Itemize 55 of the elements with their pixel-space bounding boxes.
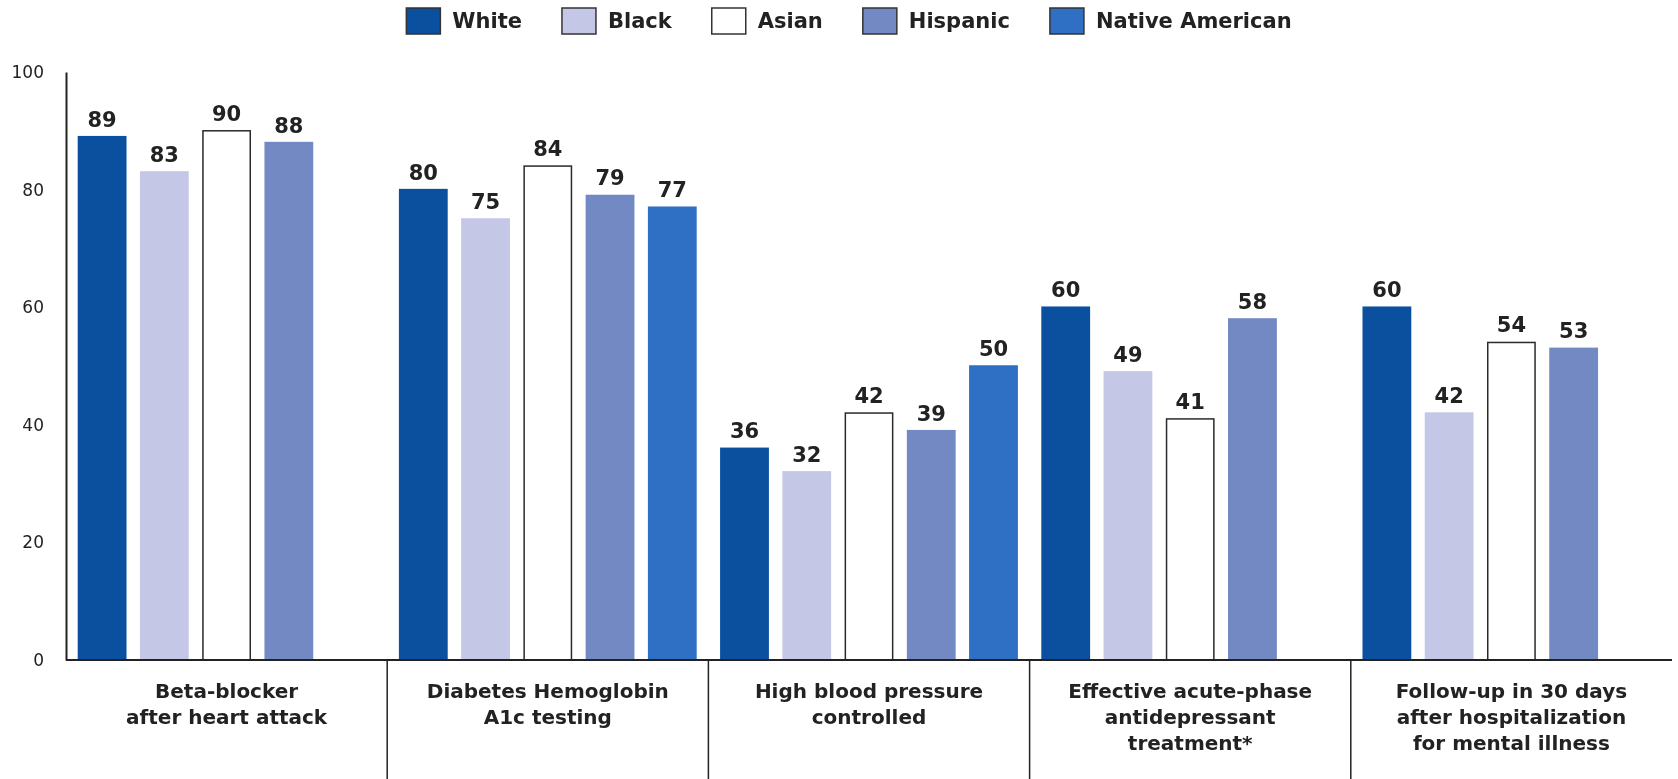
- legend-label: Hispanic: [908, 9, 1010, 33]
- legend-label: Native American: [1095, 9, 1292, 33]
- data-label: 80: [408, 160, 438, 185]
- bar: [1549, 347, 1599, 661]
- x-tick-label: Effective acute-phase antidepressant treatment*: [1068, 679, 1313, 755]
- bar: [720, 447, 769, 661]
- bar: [139, 171, 189, 661]
- bar: [647, 206, 697, 661]
- bar: [906, 429, 956, 661]
- x-tick-label: Diabetes Hemoglobin A1c testing: [426, 679, 669, 729]
- data-label: 39: [916, 401, 946, 426]
- data-label: 36: [729, 419, 760, 444]
- bar: [461, 218, 510, 661]
- bar: [1228, 318, 1277, 661]
- data-label: 50: [978, 337, 1009, 361]
- x-tick-label: Beta-blocker after heart attack: [126, 679, 328, 729]
- x-tick-label: Follow-up in 30 days after hospitalization for mental illness: [1395, 679, 1628, 755]
- data-label: 83: [149, 142, 179, 167]
- data-label: 49: [1113, 342, 1143, 367]
- y-tick-label: 80: [22, 179, 44, 200]
- legend-label: Black: [607, 9, 673, 33]
- bar: [1041, 306, 1091, 661]
- data-label: 42: [854, 384, 884, 409]
- data-label: 88: [274, 113, 304, 138]
- y-tick-label: 100: [11, 61, 44, 82]
- y-tick-label: 40: [22, 414, 44, 435]
- data-label: 41: [1175, 389, 1205, 414]
- data-label: 60: [1372, 278, 1402, 303]
- bar: [1103, 371, 1153, 661]
- bar: [264, 141, 314, 661]
- bar: [585, 194, 635, 661]
- data-label: 79: [595, 166, 625, 191]
- legend-label: White: [452, 9, 522, 33]
- bar: [77, 135, 127, 661]
- data-label: 77: [657, 178, 687, 203]
- y-tick-label: 60: [22, 297, 44, 318]
- data-label: 84: [533, 137, 563, 162]
- y-tick-label: 0: [33, 649, 44, 670]
- data-label: 75: [470, 190, 501, 214]
- data-label: 89: [87, 107, 117, 132]
- y-tick-label: 20: [22, 532, 44, 553]
- data-label: 54: [1496, 313, 1527, 338]
- bar: [969, 365, 1018, 661]
- legend-label: Asian: [757, 9, 823, 33]
- data-label: 60: [1051, 278, 1081, 303]
- bar: [1424, 412, 1474, 661]
- bar: [782, 471, 832, 661]
- data-label: 58: [1237, 289, 1268, 314]
- x-tick-label: High blood pressure controlled: [754, 679, 984, 729]
- data-label: 53: [1559, 319, 1589, 344]
- bar: [398, 188, 448, 661]
- data-label: 90: [211, 101, 242, 126]
- data-label: 42: [1434, 384, 1464, 409]
- bar: [1362, 306, 1412, 661]
- data-label: 32: [792, 442, 822, 467]
